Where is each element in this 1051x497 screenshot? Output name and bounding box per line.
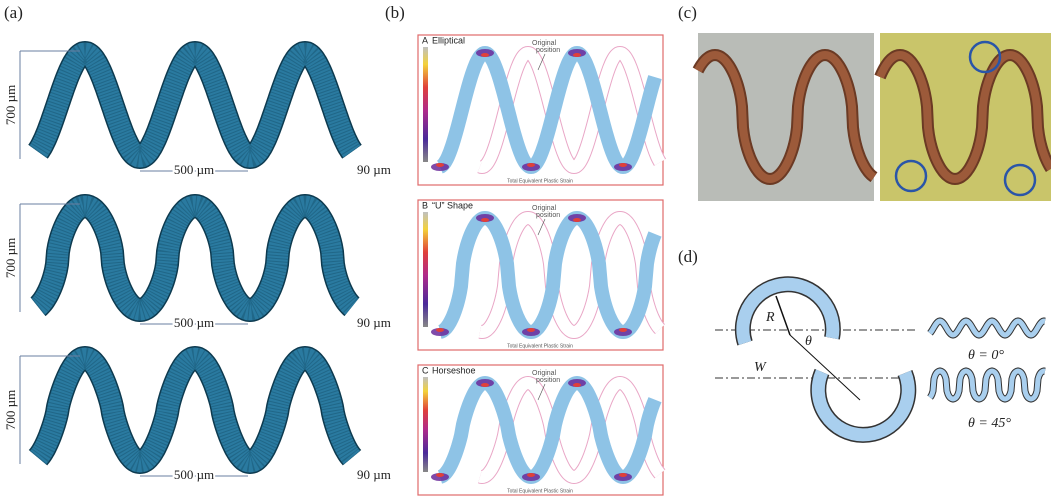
color-bar <box>423 212 428 327</box>
thickness-label: 90 µm <box>357 162 391 177</box>
case-label: θ = 45° <box>968 416 1011 431</box>
height-label: 700 µm <box>3 390 18 430</box>
color-bar <box>423 47 428 162</box>
arc <box>743 284 833 343</box>
panel-title: “U” Shape <box>432 200 473 210</box>
panel-letter: B <box>422 200 428 210</box>
strain-hotspot <box>436 473 444 477</box>
panel-label: (b) <box>385 3 405 22</box>
panel-title: Horseshoe <box>432 365 476 375</box>
strain-hotspot <box>619 163 627 167</box>
width-label: W <box>754 360 767 375</box>
thickness-label: 90 µm <box>357 315 391 330</box>
color-bar <box>423 377 428 472</box>
strain-hotspot <box>527 473 535 477</box>
serpentine-outline <box>38 358 352 462</box>
footer: Total Equivalent Plastic Strain <box>507 178 573 184</box>
mesh <box>38 206 352 310</box>
serpentine-outline <box>38 53 352 157</box>
panel-label: (a) <box>4 3 23 22</box>
strain-hotspot <box>619 328 627 332</box>
strain-hotspot <box>527 163 535 167</box>
angle-label: θ <box>805 334 812 349</box>
panel-title: Elliptical <box>432 35 465 45</box>
annotation: position <box>536 47 560 54</box>
strain-hotspot <box>527 328 535 332</box>
annotation: Original <box>532 205 557 212</box>
height-label: 700 µm <box>3 238 18 278</box>
strain-hotspot <box>573 383 581 387</box>
panel-label: (d) <box>678 247 698 266</box>
serpentine-outline <box>38 206 352 310</box>
case-label: θ = 0° <box>968 348 1004 363</box>
footer: Total Equivalent Plastic Strain <box>507 488 573 494</box>
radius-line <box>776 296 790 335</box>
strain-hotspot <box>481 53 489 57</box>
height-label: 700 µm <box>3 85 18 125</box>
serpentine <box>38 358 352 462</box>
panel-letter: C <box>422 365 429 375</box>
strain-hotspot <box>436 163 444 167</box>
period-label: 500 µm <box>174 467 214 482</box>
panel-label: (c) <box>678 3 697 22</box>
panel-letter: A <box>422 35 428 45</box>
strain-hotspot <box>573 53 581 57</box>
thickness-label: 90 µm <box>357 467 391 482</box>
serpentine <box>38 206 352 310</box>
strain-hotspot <box>436 328 444 332</box>
annotation: position <box>536 212 560 219</box>
annotation: Original <box>532 370 557 377</box>
mesh <box>38 53 352 157</box>
annotation: Original <box>532 40 557 47</box>
arc <box>818 372 908 435</box>
strain-hotspot <box>481 383 489 387</box>
radius-label: R <box>765 310 775 325</box>
period-label: 500 µm <box>174 162 214 177</box>
figure: (a) (b) (c) (d) R θ W θ = 0° θ = 45° 700… <box>0 0 1051 497</box>
strain-hotspot <box>619 473 627 477</box>
serpentine <box>38 53 352 157</box>
strain-hotspot <box>573 218 581 222</box>
period-label: 500 µm <box>174 315 214 330</box>
mesh <box>38 358 352 462</box>
strain-hotspot <box>481 218 489 222</box>
annotation: position <box>536 377 560 384</box>
footer: Total Equivalent Plastic Strain <box>507 343 573 349</box>
